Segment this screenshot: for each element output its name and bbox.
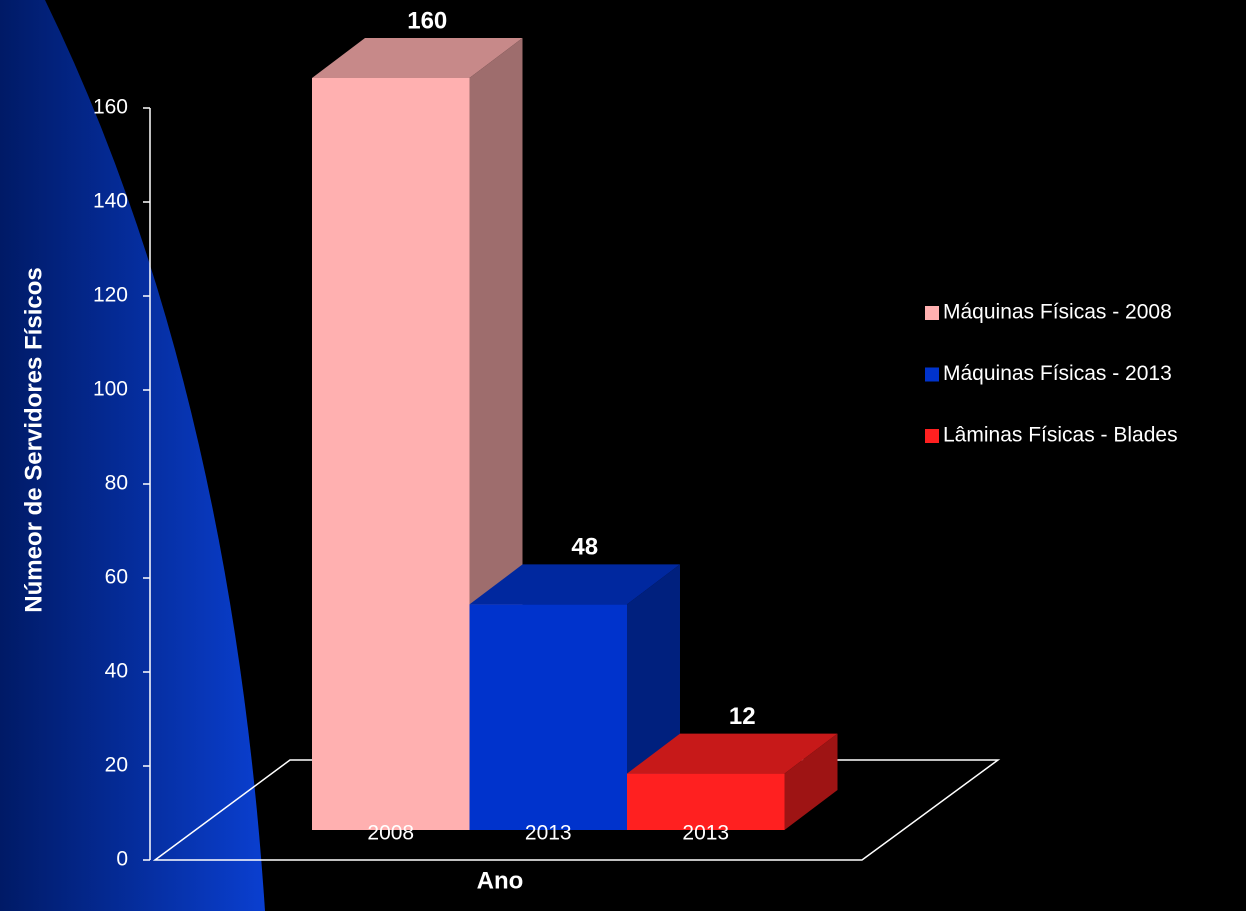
y-tick-label: 20 <box>105 754 128 777</box>
x-tick-label: 2013 <box>525 822 572 845</box>
bar-side <box>784 733 838 830</box>
y-tick-label: 0 <box>116 848 128 871</box>
bar <box>469 604 627 830</box>
bar-top <box>469 564 680 605</box>
x-axis-title: Ano <box>477 867 524 894</box>
y-tick-label: 40 <box>105 660 128 683</box>
value-label: 12 <box>729 703 756 730</box>
y-tick-label: 120 <box>93 284 128 307</box>
legend-swatch <box>925 306 939 320</box>
y-tick-label: 80 <box>105 472 128 495</box>
x-tick-label: 2013 <box>682 822 729 845</box>
value-label: 48 <box>571 534 598 561</box>
bar <box>627 773 785 830</box>
y-tick-label: 160 <box>93 96 128 119</box>
x-tick-label: 2008 <box>367 822 414 845</box>
bar-top <box>627 733 838 774</box>
background-arc <box>0 0 265 911</box>
value-label: 160 <box>407 7 447 34</box>
y-tick-label: 100 <box>93 378 128 401</box>
floor <box>152 759 1001 861</box>
y-axis-title: Númeor de Servidores Físicos <box>20 267 47 612</box>
legend-swatch <box>925 367 939 382</box>
bar <box>312 78 470 830</box>
legend-swatch <box>925 429 939 443</box>
y-tick-label: 140 <box>93 190 128 213</box>
legend-label: Máquinas Físicas - 2008 <box>943 301 1172 324</box>
legend-label: Máquinas Físicas - 2013 <box>943 362 1172 385</box>
legend-label: Lâminas Físicas - Blades <box>943 424 1178 447</box>
y-tick-label: 60 <box>105 566 128 589</box>
bar-top <box>312 38 523 78</box>
